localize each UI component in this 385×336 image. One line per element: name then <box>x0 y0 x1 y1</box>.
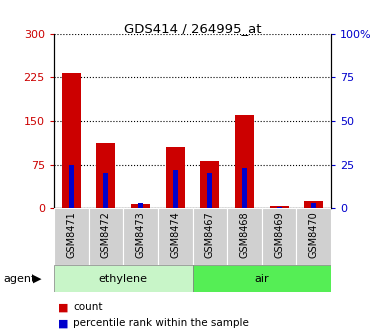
Text: ethylene: ethylene <box>99 274 148 284</box>
Text: percentile rank within the sample: percentile rank within the sample <box>73 318 249 328</box>
Bar <box>235 115 254 208</box>
Bar <box>200 161 219 208</box>
Bar <box>262 208 296 265</box>
Text: ■: ■ <box>58 302 68 312</box>
Bar <box>69 165 74 208</box>
Bar <box>192 265 331 292</box>
Bar <box>89 208 123 265</box>
Bar <box>207 173 213 208</box>
Text: GSM8472: GSM8472 <box>101 211 111 258</box>
Bar <box>96 143 116 208</box>
Bar <box>304 201 323 208</box>
Text: GSM8470: GSM8470 <box>309 211 319 258</box>
Text: air: air <box>254 274 269 284</box>
Text: GSM8471: GSM8471 <box>66 211 76 258</box>
Text: GSM8467: GSM8467 <box>205 211 215 258</box>
Bar <box>62 73 81 208</box>
Bar <box>227 208 262 265</box>
Text: count: count <box>73 302 103 312</box>
Text: GDS414 / 264995_at: GDS414 / 264995_at <box>124 22 261 35</box>
Bar <box>276 207 282 208</box>
Text: agent: agent <box>4 274 36 284</box>
Bar <box>172 170 178 208</box>
Text: ■: ■ <box>58 318 68 328</box>
Bar <box>296 208 331 265</box>
Bar <box>54 208 89 265</box>
Text: GSM8474: GSM8474 <box>170 211 180 258</box>
Text: GSM8473: GSM8473 <box>136 211 146 258</box>
Bar <box>158 208 192 265</box>
Text: ▶: ▶ <box>33 274 41 284</box>
Bar <box>138 203 143 208</box>
Bar <box>192 208 227 265</box>
Bar <box>131 204 150 208</box>
Bar <box>242 168 247 208</box>
Bar <box>166 147 185 208</box>
Text: GSM8469: GSM8469 <box>274 211 284 258</box>
Bar <box>103 173 109 208</box>
Bar <box>270 206 289 208</box>
Text: GSM8468: GSM8468 <box>239 211 249 258</box>
Bar <box>311 203 316 208</box>
Bar <box>54 265 192 292</box>
Bar <box>123 208 158 265</box>
